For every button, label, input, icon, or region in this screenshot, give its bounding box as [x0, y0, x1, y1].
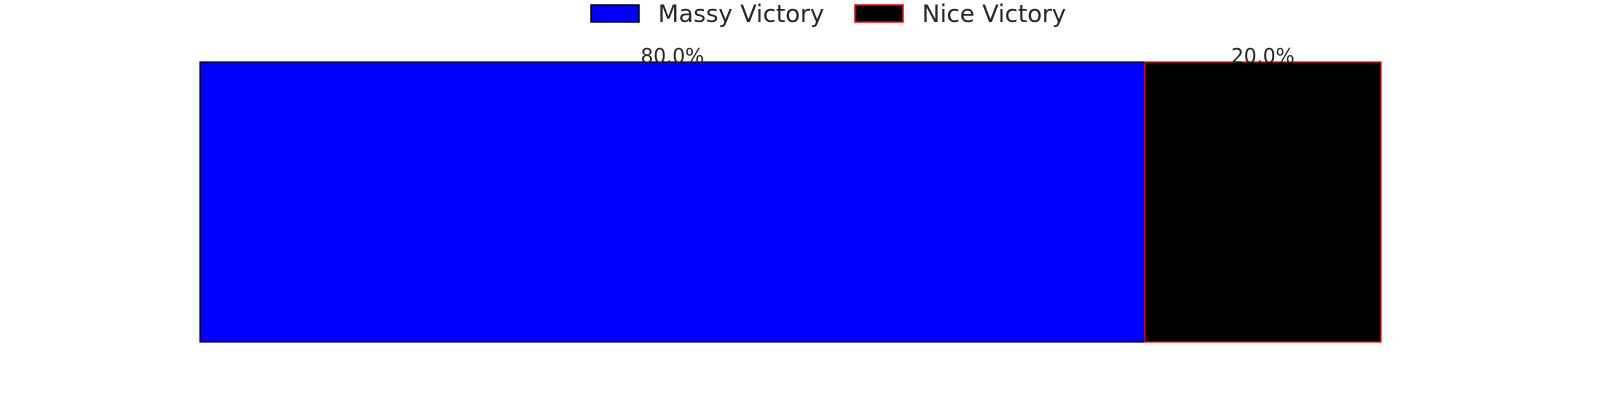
bar-segments	[199, 61, 1382, 343]
legend-label-nice-victory: Nice Victory	[922, 0, 1066, 28]
legend: Massy Victory Nice Victory	[590, 0, 1066, 28]
legend-swatch-nice-victory	[854, 4, 904, 23]
bar-segment-massy-victory	[199, 61, 1146, 343]
legend-swatch-massy-victory	[590, 4, 640, 23]
bar-segment-nice-victory	[1144, 61, 1382, 343]
legend-label-massy-victory: Massy Victory	[658, 0, 824, 28]
data-label-massy-victory: 80.0%	[641, 44, 705, 68]
data-labels: 80.0% 20.0%	[641, 44, 1295, 68]
data-label-nice-victory: 20.0%	[1231, 44, 1295, 68]
